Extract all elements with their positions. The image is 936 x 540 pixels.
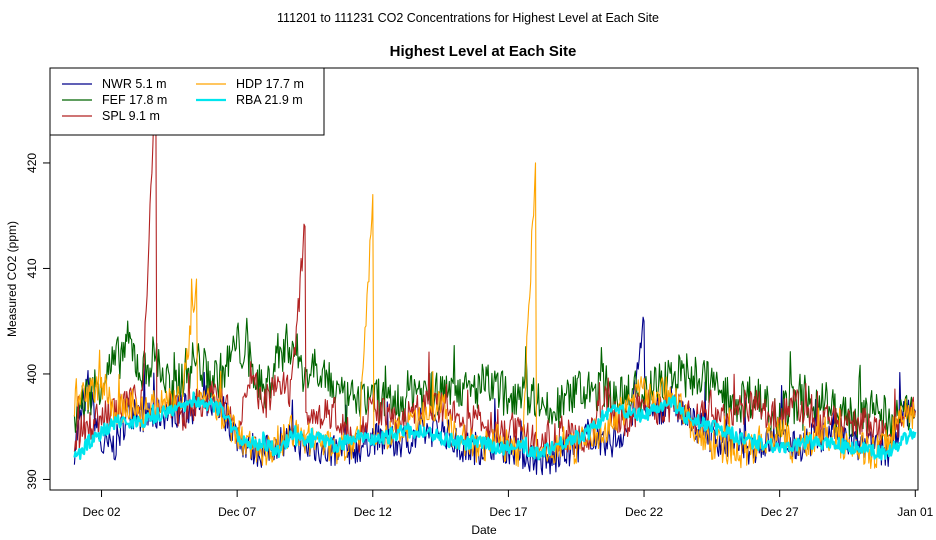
legend-label-hdp: HDP 17.7 m <box>236 77 304 91</box>
legend-items: NWR 5.1 m FEF 17.8 m SPL 9.1 m HDP 17.7 m RB… <box>62 77 304 123</box>
legend: NWR 5.1 m FEF 17.8 m SPL 9.1 m HDP 17.7 m RB… <box>49 67 325 136</box>
y-axis-label: Measured CO2 (ppm) <box>5 221 19 337</box>
x-tick-label: Dec 07 <box>218 505 256 519</box>
x-tick-label: Dec 27 <box>761 505 799 519</box>
y-tick-label: 390 <box>25 469 39 489</box>
legend-label-nwr: NWR 5.1 m <box>102 77 167 91</box>
x-axis: Dec 02 Dec 07 Dec 12 Dec 17 Dec 22 Dec 27 Jan … <box>83 490 934 519</box>
series-line-spl <box>73 78 916 460</box>
legend-label-spl: SPL 9.1 m <box>102 109 160 123</box>
x-tick-label: Jan 01 <box>897 505 933 519</box>
chart-suptitle: 111201 to 111231 CO2 Concentrations for … <box>277 11 659 25</box>
y-tick-label: 410 <box>25 258 39 278</box>
y-tick-label: 420 <box>25 153 39 173</box>
series-line-rba <box>73 391 917 461</box>
x-axis-label: Date <box>471 523 497 537</box>
x-tick-label: Dec 12 <box>354 505 392 519</box>
y-tick-label: 400 <box>25 364 39 384</box>
x-tick-label: Dec 17 <box>489 505 527 519</box>
legend-box <box>49 67 325 136</box>
legend-label-rba: RBA 21.9 m <box>236 93 303 107</box>
y-axis: 390 400 410 420 <box>25 153 50 489</box>
chart-title: Highest Level at Each Site <box>390 43 577 60</box>
x-tick-label: Dec 22 <box>625 505 663 519</box>
plot-frame <box>49 67 919 491</box>
series-layer <box>73 78 917 476</box>
legend-label-fef: FEF 17.8 m <box>102 93 167 107</box>
x-tick-label: Dec 02 <box>83 505 121 519</box>
